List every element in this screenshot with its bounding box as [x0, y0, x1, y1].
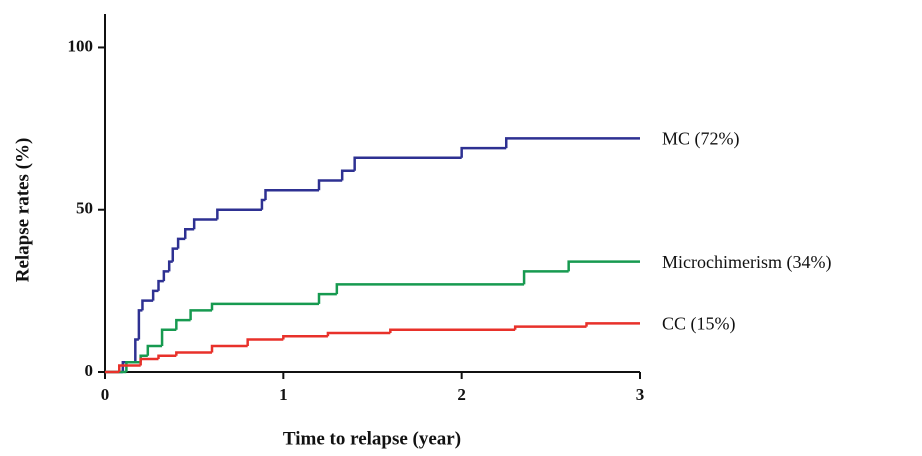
step-segment [317, 292, 337, 304]
step-segment [167, 260, 173, 272]
step-segment [585, 322, 640, 327]
step-segment [160, 328, 177, 347]
step-segment [139, 357, 159, 366]
step-segment [125, 361, 141, 372]
step-segment [134, 338, 139, 363]
step-segment [184, 227, 195, 239]
step-segment [192, 218, 218, 230]
step-segment [171, 247, 179, 262]
step-segment [389, 328, 516, 334]
y-tick-label: 100 [68, 36, 94, 55]
step-segment [264, 189, 319, 200]
x-tick-label: 1 [279, 385, 288, 404]
step-segment [353, 156, 462, 171]
step-segment [162, 270, 170, 282]
step-segment [522, 270, 569, 285]
step-segment [513, 325, 587, 330]
step-segment [246, 338, 284, 347]
step-segment [151, 289, 159, 301]
step-segment [157, 354, 177, 360]
step-segment [282, 335, 328, 340]
step-segment [326, 331, 391, 337]
step-segment [175, 351, 212, 356]
step-segment [118, 364, 141, 372]
step-segment [176, 237, 186, 249]
y-tick-label: 50 [76, 199, 93, 218]
step-segment [137, 309, 143, 340]
step-segment [505, 137, 640, 149]
y-axis-label: Relapse rates (%) [12, 138, 33, 283]
x-axis-label: Time to relapse (year) [283, 428, 461, 449]
x-tick-label: 3 [636, 385, 645, 404]
step-segment [335, 283, 525, 295]
step-segment [210, 344, 248, 353]
x-tick-label: 0 [101, 385, 110, 404]
step-segment [189, 309, 212, 321]
step-segment [317, 179, 343, 191]
series-label: MC (72%) [662, 128, 740, 149]
y-tick-label: 0 [85, 361, 94, 380]
step-segment [340, 169, 355, 181]
step-segment [141, 299, 154, 311]
step-segment [260, 198, 266, 210]
step-segment [121, 361, 136, 372]
step-segment [210, 302, 319, 311]
series-label: Microchimerism (34%) [662, 252, 831, 273]
step-segment [146, 344, 163, 356]
x-tick-label: 2 [457, 385, 466, 404]
step-segment [175, 318, 191, 330]
step-segment [157, 279, 164, 291]
step-segment [567, 260, 640, 272]
step-segment [460, 146, 507, 158]
series-label: CC (15%) [662, 313, 736, 334]
step-segment [216, 208, 262, 220]
